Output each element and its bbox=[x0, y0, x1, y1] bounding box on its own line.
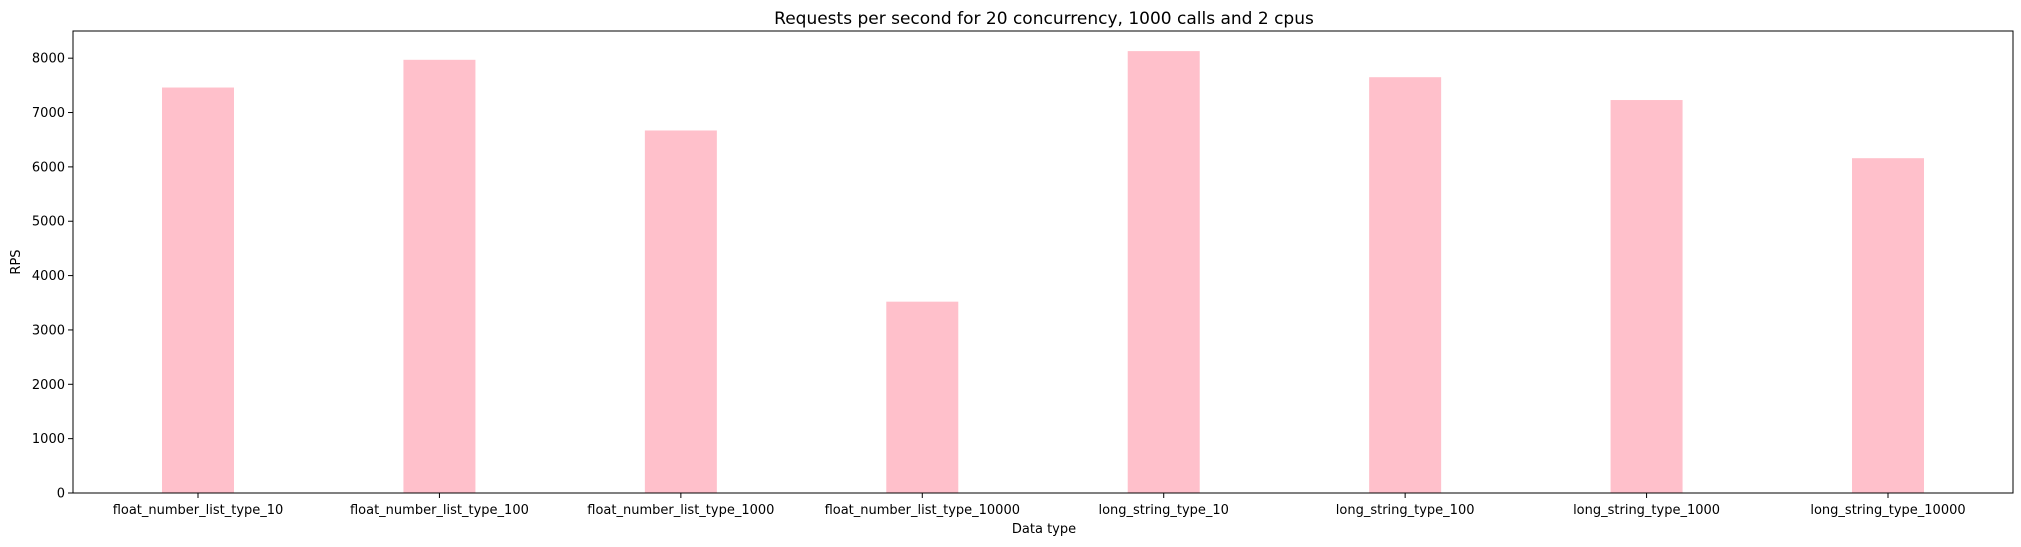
x-tick-label: float_number_list_type_100 bbox=[350, 503, 529, 518]
x-tick-label: long_string_type_10 bbox=[1098, 503, 1228, 518]
y-tick-label: 8000 bbox=[32, 52, 65, 67]
x-tick-label: long_string_type_10000 bbox=[1810, 503, 1965, 518]
bars-group bbox=[162, 51, 1924, 494]
plot-frame bbox=[72, 30, 2014, 494]
y-tick-label: 4000 bbox=[32, 269, 65, 284]
y-axis-label: RPS bbox=[9, 249, 24, 274]
chart-title: Requests per second for 20 concurrency, … bbox=[774, 9, 1314, 29]
x-tick-label: float_number_list_type_1000 bbox=[587, 503, 774, 518]
x-tick-label: float_number_list_type_10 bbox=[113, 503, 284, 518]
x-axis-label: Data type bbox=[1012, 522, 1076, 537]
y-tick-label: 2000 bbox=[32, 378, 65, 393]
bar-float_number_list_type_10000 bbox=[886, 301, 959, 493]
y-tick-label: 6000 bbox=[32, 160, 65, 175]
y-tick-label: 1000 bbox=[32, 432, 65, 447]
bar-float_number_list_type_1000 bbox=[644, 130, 717, 493]
x-tick-label: long_string_type_1000 bbox=[1573, 503, 1720, 518]
x-tick-label: float_number_list_type_10000 bbox=[825, 503, 1020, 518]
y-tick-label: 7000 bbox=[32, 106, 65, 121]
y-tick-label: 0 bbox=[57, 487, 65, 502]
y-tick-label: 5000 bbox=[32, 215, 65, 230]
bar-long_string_type_10000 bbox=[1852, 158, 1924, 493]
bar-float_number_list_type_10 bbox=[162, 87, 234, 493]
bar-long_string_type_100 bbox=[1369, 77, 1442, 493]
bar-long_string_type_1000 bbox=[1610, 100, 1683, 494]
x-tick-label: long_string_type_100 bbox=[1336, 503, 1475, 518]
x-axis-ticks: float_number_list_type_10 float_number_li… bbox=[113, 493, 1966, 518]
y-axis-ticks: 0 1000 2000 3000 4000 5000 6000 7000 8000 bbox=[32, 52, 73, 502]
bar-float_number_list_type_100 bbox=[403, 59, 476, 493]
bar-long_string_type_10 bbox=[1127, 51, 1200, 493]
y-tick-label: 3000 bbox=[32, 323, 65, 338]
